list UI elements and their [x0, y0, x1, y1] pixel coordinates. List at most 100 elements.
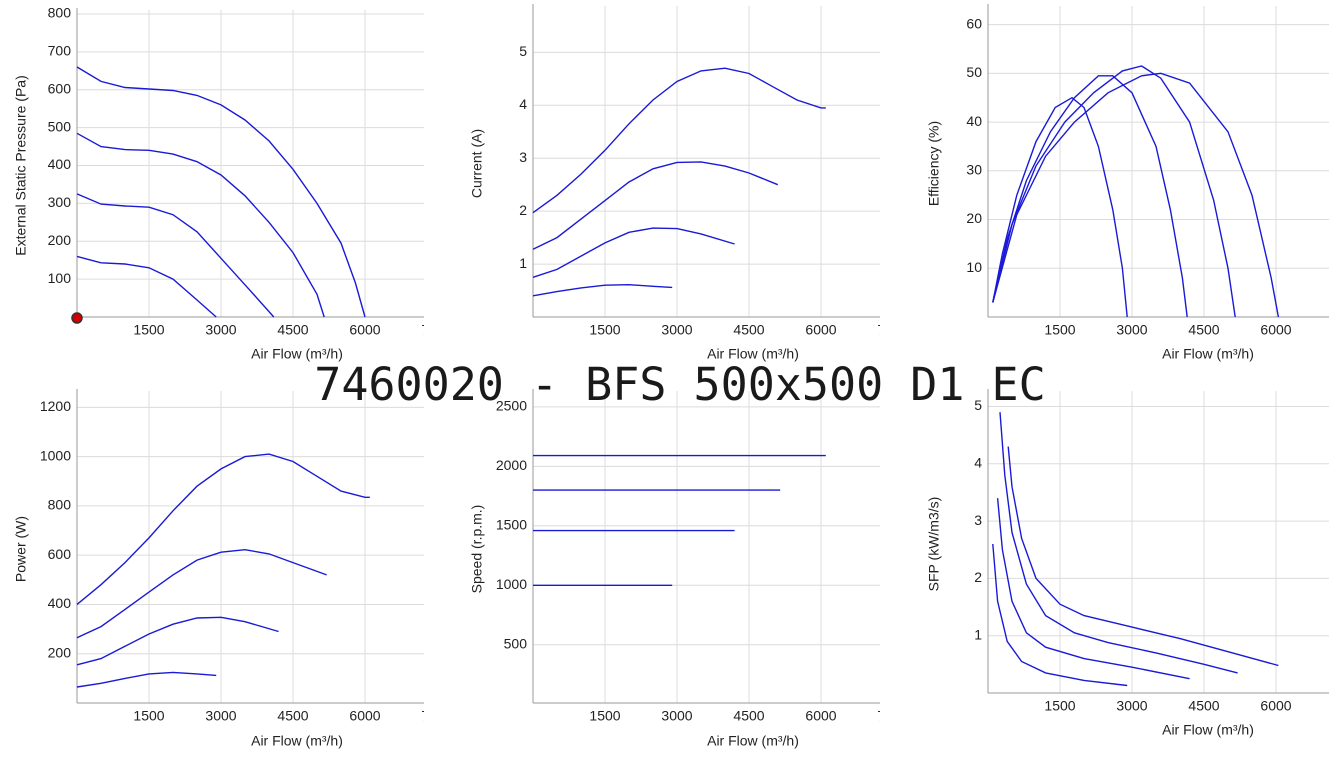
- y-tick-label: 20: [966, 210, 982, 226]
- x-tick-label: 6000: [1260, 322, 1291, 338]
- y-tick-label: 2: [974, 569, 982, 585]
- x-tick-label: 4500: [733, 708, 764, 724]
- y-tick-label: 400: [48, 156, 72, 172]
- y-tick-label: 30: [966, 162, 982, 178]
- x-tick-label: 1500: [1044, 698, 1075, 714]
- x-tick-label: 7500: [877, 708, 908, 724]
- x-tick-label: 3000: [1116, 698, 1147, 714]
- x-tick-label: 4500: [1188, 698, 1219, 714]
- curve: [532, 227, 735, 278]
- y-tick-label: 1200: [40, 398, 71, 414]
- chart-panel: 1 2 3 4 5 1500 3000 4500 6000 7500: [519, 4, 908, 338]
- x-tick-label: 1500: [589, 322, 620, 338]
- y-tick-label: 3: [519, 149, 527, 165]
- y-tick-label: 600: [48, 80, 72, 96]
- curve: [76, 255, 217, 318]
- x-tick-label: 4500: [277, 322, 308, 338]
- y-tick-label: 50: [966, 64, 982, 80]
- curve: [76, 548, 327, 639]
- x-tick-label: 1500: [589, 708, 620, 724]
- y-tick-label: 1: [974, 626, 982, 642]
- x-tick-label: 7500: [421, 322, 452, 338]
- chart-panel: 500 1000 1500 2000 2500 1500 3000 4500 6000 7500: [496, 389, 908, 724]
- chart-panel: 10203040506015003000450060007500: [966, 4, 1329, 338]
- y-tick-label: 700: [48, 43, 72, 59]
- curve: [76, 132, 325, 318]
- y-tick-label: 4: [519, 96, 527, 112]
- x-tick-label: 1500: [133, 322, 164, 338]
- x-tick-label: 1500: [1044, 322, 1075, 338]
- curve: [532, 67, 826, 214]
- charts: 100 200 300 400 500 600 700 800 1500 3000 4500 6000…: [13, 4, 1329, 749]
- curve: [532, 161, 779, 250]
- x-tick-label: 7500: [421, 708, 452, 724]
- curve: [992, 65, 1236, 318]
- y-tick-label: 100: [48, 270, 72, 286]
- x-axis-label: Air Flow (m³/h): [251, 346, 343, 362]
- x-tick-label: 3000: [1116, 322, 1147, 338]
- y-tick-label: 2000: [496, 457, 527, 473]
- curve: [76, 453, 370, 605]
- y-axis-label: External Static Pressure (Pa): [13, 75, 29, 256]
- y-tick-label: 1500: [496, 517, 527, 533]
- x-tick-label: 4500: [733, 322, 764, 338]
- y-tick-label: 400: [48, 595, 72, 611]
- chart-panel: 100 200 300 400 500 600 700 800 1500 3000 4500 6000…: [48, 5, 452, 338]
- x-tick-label: 3000: [661, 322, 692, 338]
- origin-marker: [71, 312, 83, 324]
- x-tick-label: 4500: [1188, 322, 1219, 338]
- curve: [76, 193, 275, 318]
- y-tick-label: 1: [519, 255, 527, 271]
- x-tick-label: 6000: [805, 322, 836, 338]
- x-axis-label: Air Flow (m³/h): [707, 346, 799, 362]
- y-tick-label: 300: [48, 194, 72, 210]
- y-tick-label: 1000: [496, 576, 527, 592]
- y-tick-label: 60: [966, 15, 982, 31]
- x-tick-label: 6000: [349, 322, 380, 338]
- x-tick-label: 6000: [805, 708, 836, 724]
- y-tick-label: 200: [48, 232, 72, 248]
- curve: [1007, 446, 1279, 667]
- curve: [76, 616, 279, 666]
- x-axis-label: Air Flow (m³/h): [707, 733, 799, 749]
- y-tick-label: 2500: [496, 398, 527, 414]
- x-axis-label: Air Flow (m³/h): [1162, 722, 1254, 738]
- page-title: 7460020 - BFS 500x500 D1 EC: [314, 358, 1046, 411]
- y-tick-label: 600: [48, 546, 72, 562]
- x-tick-label: 7500: [877, 322, 908, 338]
- x-tick-label: 1500: [133, 708, 164, 724]
- x-tick-label: 6000: [1260, 698, 1291, 714]
- curve: [999, 412, 1238, 674]
- chart-panel: 200 400 600 800 1000 1200 1500 3000 4500 6000 7500: [40, 389, 452, 724]
- y-tick-label: 10: [966, 259, 982, 275]
- y-tick-label: 3: [974, 512, 982, 528]
- y-tick-label: 2: [519, 202, 527, 218]
- x-tick-label: 4500: [277, 708, 308, 724]
- y-tick-label: 4: [974, 454, 982, 470]
- curve: [992, 96, 1128, 318]
- curve: [996, 498, 1190, 680]
- curve: [532, 283, 673, 297]
- curve: [992, 72, 1280, 318]
- y-axis-label: Efficiency (%): [926, 121, 942, 206]
- y-tick-label: 800: [48, 5, 72, 21]
- y-tick-label: 1000: [40, 447, 71, 463]
- x-tick-label: 3000: [661, 708, 692, 724]
- curve: [992, 543, 1128, 687]
- y-tick-label: 800: [48, 497, 72, 513]
- y-axis-label: Power (W): [13, 516, 29, 582]
- y-axis-label: SFP (kW/m3/s): [926, 497, 942, 592]
- x-axis-label: Air Flow (m³/h): [251, 733, 343, 749]
- curve: [76, 66, 366, 318]
- y-tick-label: 500: [48, 118, 72, 134]
- y-axis-label: Speed (r.p.m.): [469, 505, 485, 594]
- x-tick-label: 3000: [205, 322, 236, 338]
- y-axis-label: Current (A): [469, 129, 485, 198]
- y-tick-label: 5: [519, 43, 527, 59]
- y-tick-label: 5: [974, 397, 982, 413]
- x-tick-label: 3000: [205, 708, 236, 724]
- y-tick-label: 200: [48, 644, 72, 660]
- curve: [76, 671, 217, 688]
